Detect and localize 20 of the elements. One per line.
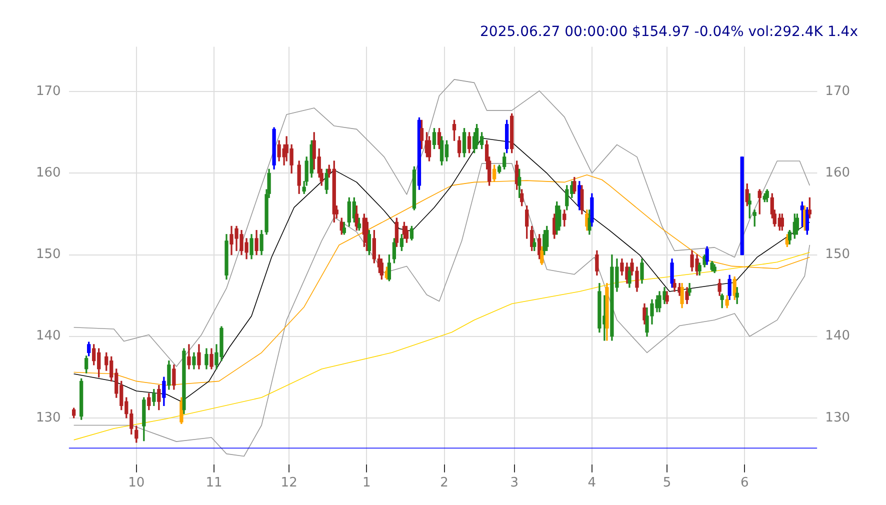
y2-tick-label: 170 [825, 84, 850, 100]
y-tick-label: 150 [36, 247, 61, 262]
y-tick-label: 140 [36, 328, 61, 344]
x-tick-label: 4 [588, 476, 596, 491]
x-tick-label: 10 [128, 476, 145, 491]
x-tick-label: 1 [362, 476, 371, 491]
x-tick-label: 3 [510, 476, 518, 491]
x-tick-label: 12 [280, 476, 298, 491]
y-tick-label: 160 [36, 166, 61, 181]
y-tick-label: 130 [36, 410, 61, 426]
y2-tick-label: 130 [825, 410, 850, 426]
y2-tick-label: 160 [825, 166, 850, 181]
y2-tick-label: 150 [825, 247, 850, 262]
x-tick-label: 2 [440, 476, 448, 491]
x-tick-label: 6 [740, 476, 749, 491]
chart-title: 2025.06.27 00:00:00 $154.97 -0.04% vol:292.4K 1.4x [480, 24, 858, 40]
x-tick-label: 5 [662, 476, 672, 491]
y2-tick-label: 140 [825, 328, 850, 344]
y-tick-label: 170 [36, 84, 61, 100]
x-tick-label: 11 [206, 476, 222, 491]
